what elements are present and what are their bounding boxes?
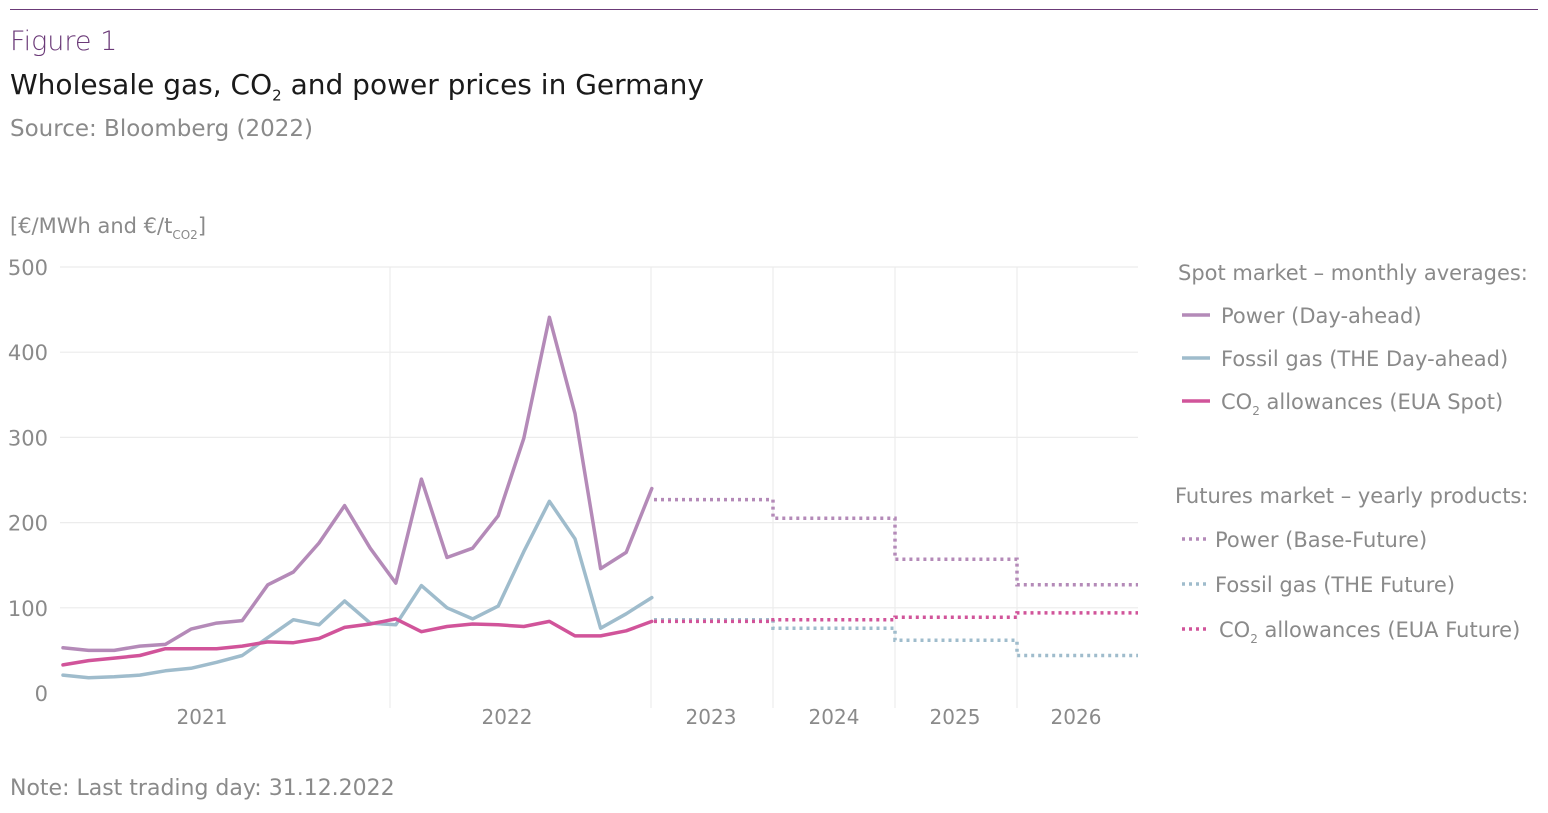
x-tick-label: 2026 — [1051, 705, 1102, 729]
legend-label-futures-power: Power (Base-Future) — [1215, 528, 1427, 552]
x-tick-label: 2022 — [482, 705, 533, 729]
title-sub: 2 — [272, 86, 282, 105]
title-post: and power prices in Germany — [281, 68, 704, 101]
legend-label-spot-gas: Fossil gas (THE Day-ahead) — [1221, 347, 1508, 371]
y-axis-label: [€/MWh and €/tCO2] — [10, 214, 206, 242]
legend-futures-heading: Futures market – yearly products: — [1175, 484, 1528, 508]
spot-line-co2 — [61, 617, 654, 667]
chart-title: Wholesale gas, CO2 and power prices in G… — [10, 68, 704, 105]
figure-label: Figure 1 — [10, 26, 118, 57]
legend-label-spot-power: Power (Day-ahead) — [1221, 304, 1422, 328]
chart-note: Note: Last trading day: 31.12.2022 — [10, 776, 395, 801]
x-tick-label: 2024 — [809, 705, 860, 729]
chart-source: Source: Bloomberg (2022) — [10, 116, 313, 142]
futures-line-power — [654, 497, 1138, 587]
top-rule — [10, 9, 1538, 10]
legend-spot-heading: Spot market – monthly averages: — [1178, 261, 1528, 285]
title-pre: Wholesale gas, CO — [10, 68, 273, 101]
spot-line-power — [61, 315, 654, 653]
x-tick-label: 2025 — [930, 705, 981, 729]
y-tick-label: 300 — [8, 426, 48, 450]
y-tick-label: 500 — [8, 256, 48, 280]
x-tick-label: 2021 — [177, 705, 228, 729]
spot-line-gas — [61, 499, 654, 680]
y-tick-label: 0 — [35, 682, 48, 706]
x-tick-label: 2023 — [686, 705, 737, 729]
futures-line-gas — [654, 617, 1138, 658]
y-tick-label: 100 — [8, 597, 48, 621]
legend-label-spot-co2: CO2 allowances (EUA Spot) — [1221, 390, 1503, 418]
legend-label-futures-co2: CO2 allowances (EUA Future) — [1219, 618, 1520, 646]
y-tick-label: 200 — [8, 512, 48, 536]
y-tick-label: 400 — [8, 341, 48, 365]
legend-label-futures-gas: Fossil gas (THE Future) — [1215, 573, 1455, 597]
futures-line-co2 — [654, 611, 1138, 624]
